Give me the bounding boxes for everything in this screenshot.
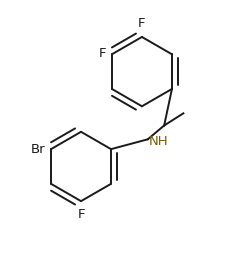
Text: F: F [77, 208, 85, 221]
Text: F: F [138, 17, 146, 30]
Text: Br: Br [31, 143, 46, 156]
Text: F: F [99, 47, 107, 60]
Text: NH: NH [149, 135, 169, 148]
